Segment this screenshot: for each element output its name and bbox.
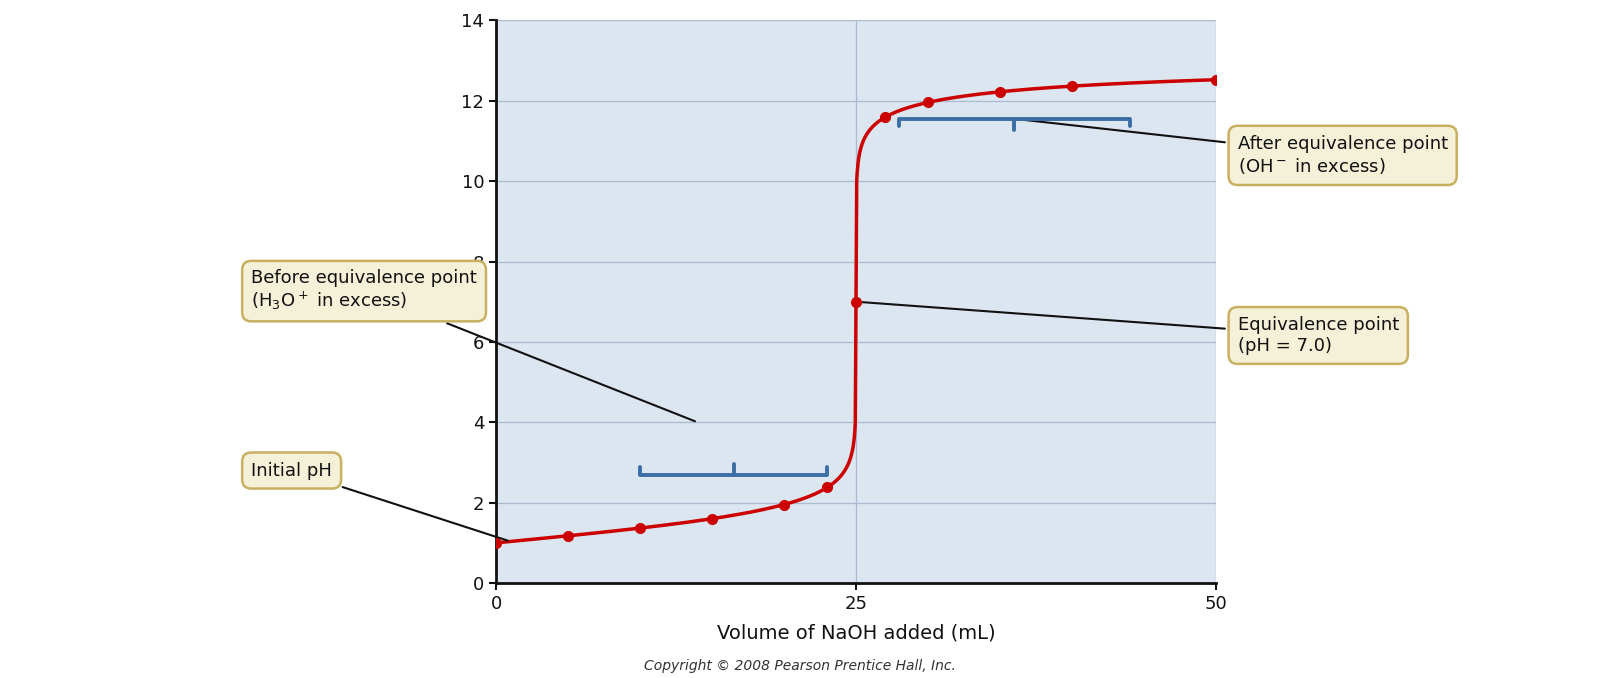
Text: Before equivalence point
($\mathregular{H_3O^+}$ in excess): Before equivalence point ($\mathregular{… — [251, 268, 694, 421]
Y-axis label: pH: pH — [429, 288, 448, 315]
Text: After equivalence point
($\mathregular{OH^-}$ in excess): After equivalence point ($\mathregular{O… — [1018, 119, 1448, 176]
Text: Copyright © 2008 Pearson Prentice Hall, Inc.: Copyright © 2008 Pearson Prentice Hall, … — [645, 659, 955, 673]
Text: Equivalence point
(pH = 7.0): Equivalence point (pH = 7.0) — [859, 302, 1398, 355]
Text: Initial pH: Initial pH — [251, 462, 507, 540]
X-axis label: Volume of NaOH added (mL): Volume of NaOH added (mL) — [717, 624, 995, 643]
